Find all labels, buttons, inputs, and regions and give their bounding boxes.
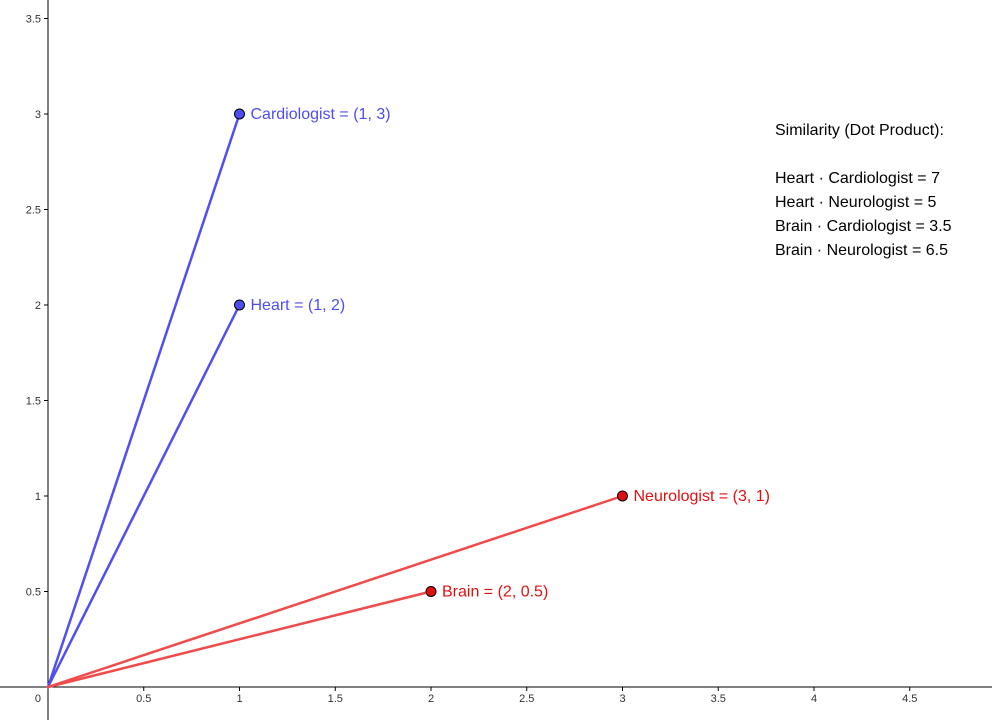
- point-brain: [425, 586, 437, 597]
- point-cardiologist: [234, 108, 245, 120]
- similarity-line-heart-cardiologist: Heart · Cardiologist = 7: [775, 170, 940, 187]
- similarity-title: Similarity (Dot Product):: [775, 122, 944, 139]
- x-tick-label: 1.5: [328, 693, 343, 705]
- x-tick-label: 3.5: [711, 693, 726, 705]
- x-tick-label: 4.5: [902, 693, 917, 705]
- y-tick-label: 1.5: [26, 396, 41, 408]
- y-tick-label: 3: [35, 109, 41, 121]
- point-labels: Cardiologist = (1, 3) Heart = (1, 2) Neuro…: [251, 106, 771, 601]
- points: [234, 108, 628, 597]
- y-tick-label: 1: [35, 491, 41, 503]
- x-tick-label: 3: [619, 693, 625, 705]
- vector-neurologist: [46, 494, 624, 689]
- y-tick-label: 2: [35, 300, 41, 312]
- point-label-cardiologist: Cardiologist = (1, 3): [251, 106, 391, 123]
- similarity-line-brain-neurologist: Brain · Neurologist = 6.5: [775, 242, 948, 259]
- vectors: [46, 112, 624, 689]
- x-tick-label: 4: [811, 693, 817, 705]
- similarity-line-brain-cardiologist: Brain · Cardiologist = 3.5: [775, 218, 952, 235]
- x-tick-label: 0.5: [136, 693, 151, 705]
- vector-brain: [46, 590, 433, 689]
- y-tick-label: 2.5: [26, 205, 41, 217]
- tick-labels: 0 0.5 1 1.5 2 2.5 3 3.5 4 4.5 0.5 1 1.5 2 2.5 3 3.5: [26, 14, 918, 706]
- y-tick-label: 0.5: [26, 587, 41, 599]
- x-tick-label: 1: [236, 693, 242, 705]
- point-label-neurologist: Neurologist = (3, 1): [634, 488, 771, 505]
- similarity-annotation: Similarity (Dot Product): Heart · Cardio…: [775, 119, 952, 263]
- vector-heart: [46, 303, 241, 689]
- y-tick-label: 3.5: [26, 14, 41, 26]
- vector-cardiologist: [46, 112, 241, 689]
- point-neurologist: [617, 490, 628, 502]
- similarity-line-heart-neurologist: Heart · Neurologist = 5: [775, 194, 937, 211]
- point-label-heart: Heart = (1, 2): [251, 297, 346, 314]
- x-tick-label: 2.5: [519, 693, 534, 705]
- x-tick-label: 2: [428, 693, 434, 705]
- point-label-brain: Brain = (2, 0.5): [442, 584, 548, 601]
- origin-label: 0: [35, 693, 41, 705]
- point-heart: [234, 299, 245, 311]
